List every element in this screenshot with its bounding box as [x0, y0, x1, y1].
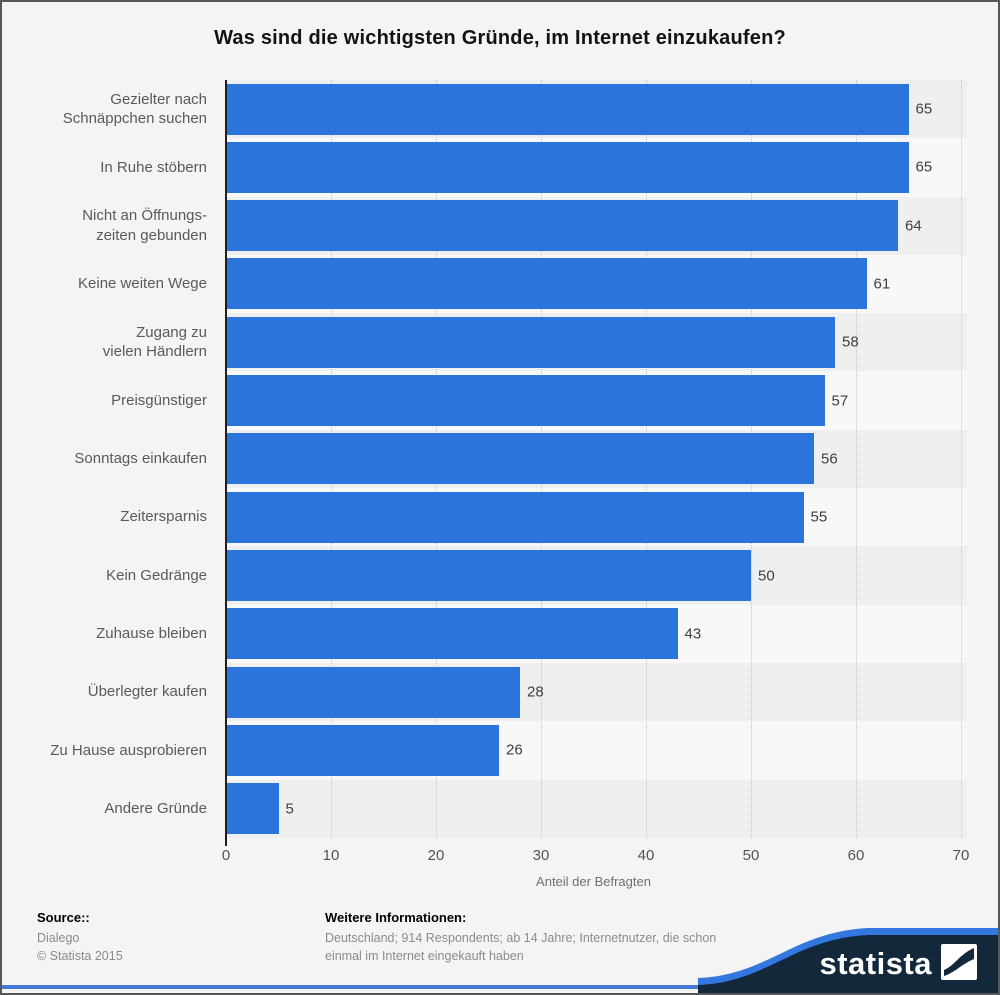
- category-label: Zuhause bleiben: [96, 625, 207, 643]
- row-band: 56: [226, 429, 967, 489]
- x-tick-label: 10: [322, 847, 340, 864]
- source-label: Source::: [37, 910, 90, 925]
- chart-row: Zugang zu vielen Händlern 58: [2, 313, 967, 372]
- chart-row: Kein Gedränge 50: [2, 546, 967, 605]
- source-block: Source:: Dialego © Statista 2015: [37, 909, 123, 965]
- row-band: 65: [226, 80, 967, 139]
- info-label: Weitere Informationen:: [325, 910, 467, 925]
- value-label: 65: [915, 158, 933, 176]
- x-tick-label: 60: [847, 847, 865, 864]
- category-label: Gezielter nach Schnäppchen suchen: [62, 90, 207, 128]
- chart-title: Was sind die wichtigsten Gründe, im Inte…: [214, 27, 786, 49]
- row-band: 58: [226, 313, 967, 372]
- row-band: 57: [226, 371, 967, 430]
- x-tick-label: 70: [952, 847, 970, 864]
- gridline: [856, 80, 857, 838]
- info-line-2: einmal im Internet eingekauft haben: [325, 948, 524, 963]
- category-label: Andere Gründe: [104, 799, 207, 817]
- copyright: © Statista 2015: [37, 948, 123, 963]
- chart-row: Gezielter nach Schnäppchen suchen 65: [2, 80, 967, 139]
- bar[interactable]: [226, 83, 909, 135]
- value-label: 57: [831, 392, 849, 410]
- row-band: 65: [226, 138, 967, 197]
- bar[interactable]: [226, 549, 751, 601]
- statista-logo: statista: [698, 928, 998, 993]
- bar[interactable]: [226, 608, 678, 660]
- bar[interactable]: [226, 141, 909, 193]
- category-label: Zugang zu vielen Händlern: [102, 323, 207, 361]
- logo-navy-wave: [698, 935, 998, 993]
- value-label: 5: [285, 800, 294, 818]
- category-label: Zeitersparnis: [120, 508, 207, 526]
- y-axis-line: [225, 80, 227, 846]
- value-label: 50: [758, 567, 775, 585]
- category-label: In Ruhe stöbern: [100, 158, 207, 176]
- chart-row: Zuhause bleiben 43: [2, 604, 967, 663]
- chart-row: Sonntags einkaufen 56: [2, 429, 967, 489]
- category-label: Überlegter kaufen: [87, 683, 207, 701]
- x-axis-label: Anteil der Befragten: [536, 874, 651, 889]
- x-tick-label: 30: [532, 847, 550, 864]
- x-tick-label: 50: [742, 847, 760, 864]
- category-label: Zu Hause ausprobieren: [50, 741, 207, 759]
- x-axis-ticks: 0 10 20 30 40 50 60 70: [222, 847, 970, 867]
- plot-area: Gezielter nach Schnäppchen suchen 65 In Ru…: [2, 80, 967, 838]
- chart-row: Nicht an Öffnungs- zeiten gebunden 64: [2, 196, 967, 255]
- row-band: 28: [226, 662, 967, 722]
- row-band: 55: [226, 488, 967, 547]
- value-label: 43: [684, 625, 702, 643]
- value-label: 26: [506, 741, 523, 759]
- row-band: 43: [226, 604, 967, 663]
- row-band: 5: [226, 779, 967, 838]
- bar[interactable]: [226, 375, 825, 427]
- value-label: 55: [810, 508, 828, 526]
- chart-row: Zu Hause ausprobieren 26: [2, 721, 967, 780]
- bar[interactable]: [226, 258, 867, 310]
- logo-wordmark: statista: [819, 946, 932, 981]
- x-tick-label: 40: [637, 847, 655, 864]
- category-label: Preisgünstiger: [111, 391, 207, 409]
- info-block: Weitere Informationen: Deutschland; 914 …: [325, 909, 716, 965]
- chart-row: Keine weiten Wege 61: [2, 254, 967, 314]
- bar[interactable]: [226, 783, 279, 835]
- chart-row: Preisgünstiger 57: [2, 371, 967, 430]
- bar[interactable]: [226, 666, 520, 718]
- row-band: 26: [226, 721, 967, 780]
- info-line-1: Deutschland; 914 Respondents; ab 14 Jahr…: [325, 931, 717, 946]
- category-label: Sonntags einkaufen: [74, 450, 207, 468]
- value-label: 58: [842, 333, 859, 351]
- bar[interactable]: [226, 433, 814, 485]
- chart-row: Andere Gründe 5: [2, 779, 967, 838]
- chart-row: Zeitersparnis 55: [2, 488, 967, 547]
- value-label: 65: [915, 100, 933, 118]
- bottom-accent-strip: [2, 985, 998, 989]
- value-label: 56: [821, 450, 838, 468]
- value-label: 28: [527, 683, 544, 701]
- bar[interactable]: [226, 491, 804, 543]
- value-label: 64: [905, 217, 922, 235]
- bar[interactable]: [226, 316, 835, 368]
- x-tick-label: 20: [427, 847, 445, 864]
- value-label: 61: [873, 275, 891, 293]
- source-name: Dialego: [37, 931, 80, 946]
- category-label: Kein Gedränge: [106, 566, 207, 584]
- category-label: Nicht an Öffnungs- zeiten gebunden: [82, 207, 207, 244]
- statista-glyph-icon: [941, 944, 977, 980]
- chart-row: Überlegter kaufen 28: [2, 662, 967, 722]
- bar[interactable]: [226, 724, 499, 776]
- chart-row: In Ruhe stöbern 65: [2, 138, 967, 197]
- gridline: [961, 80, 962, 838]
- row-band: 64: [226, 196, 967, 255]
- bar[interactable]: [226, 200, 898, 252]
- row-band: 61: [226, 254, 967, 314]
- x-tick-label: 0: [221, 847, 231, 864]
- row-band: 50: [226, 546, 967, 605]
- category-label: Keine weiten Wege: [78, 275, 207, 293]
